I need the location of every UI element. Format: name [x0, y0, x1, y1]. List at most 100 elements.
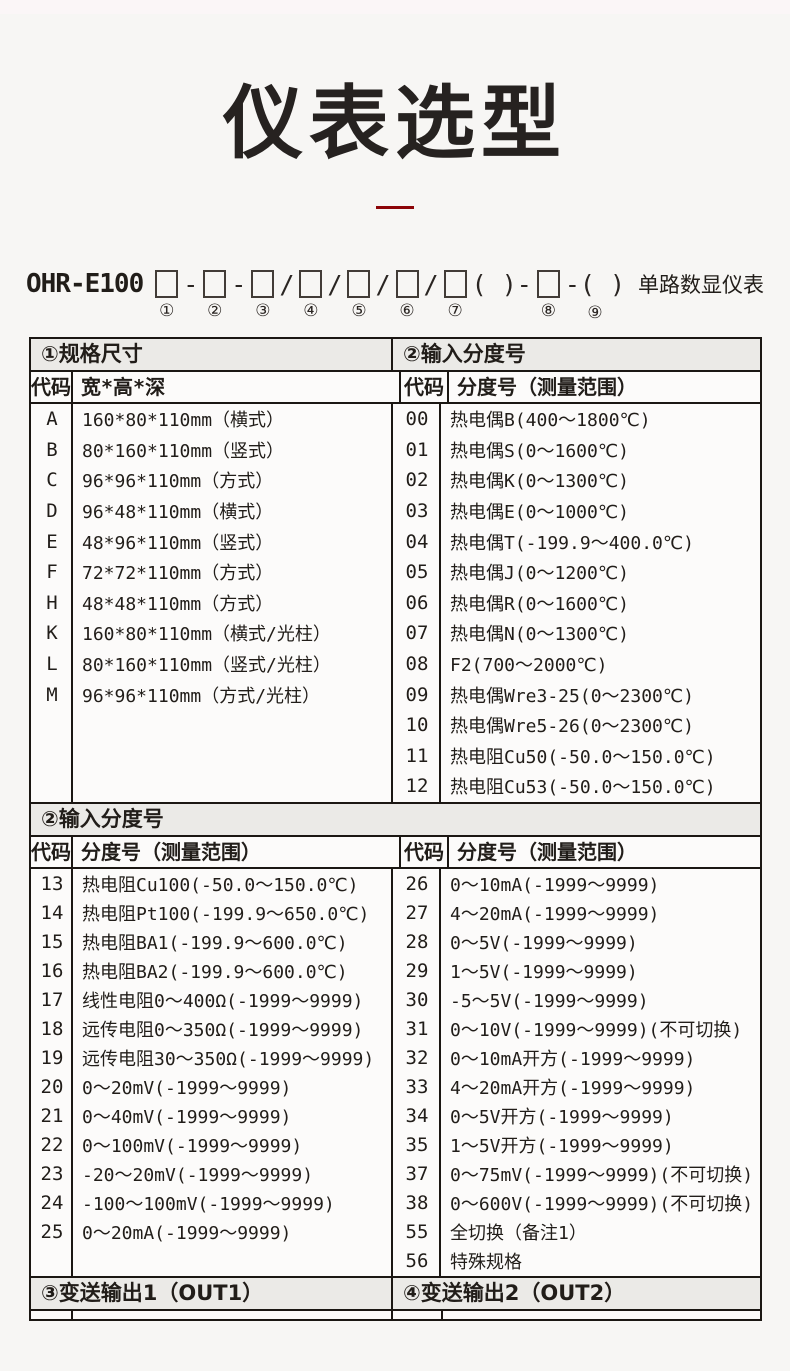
- row-code: 18: [40, 1017, 64, 1040]
- row-code: B: [46, 438, 58, 461]
- table-row: 33 4～20mA开方(-1999～9999): [393, 1072, 760, 1101]
- row-code: D: [46, 500, 58, 523]
- col-header-code: 代码: [31, 372, 73, 402]
- size-codes-column: A 160*80*110mm（横式） B 80*160*110mm（竖式） C 96*96…: [31, 404, 393, 802]
- circled-number: ⑧: [540, 301, 556, 321]
- section1-left-header: ①规格尺寸: [31, 339, 393, 370]
- section3-header-row: ③变送输出1（OUT1） ④变送输出2（OUT2）: [31, 1278, 760, 1311]
- table-row: F 72*72*110mm（方式）: [31, 557, 391, 588]
- row-description: 80*160*110mm（竖式/光柱）: [82, 655, 331, 677]
- table-row: 24 -100～100mV(-1999～9999): [31, 1189, 391, 1218]
- row-code: 07: [405, 622, 429, 645]
- row-code: 04: [405, 530, 429, 553]
- row-description: 0～10mA开方(-1999～9999): [450, 1048, 696, 1070]
- row-description: 热电阻Cu53(-50.0～150.0℃): [450, 777, 716, 799]
- row-code: 37: [405, 1163, 429, 1186]
- row-code: 01: [405, 438, 429, 461]
- col-header-code: 代码: [401, 372, 449, 402]
- table-row: 03 热电偶E(0～1000℃): [393, 496, 760, 527]
- table-row: 32 0～10mA开方(-1999～9999): [393, 1043, 760, 1072]
- row-description: 0～5V(-1999～9999): [450, 932, 638, 954]
- row-code: 31: [405, 1017, 429, 1040]
- table-row: 34 0～5V开方(-1999～9999): [393, 1102, 760, 1131]
- row-description: 0～75mV(-1999～9999)(不可切换): [450, 1165, 754, 1187]
- section3-left-header: ③变送输出1（OUT1）: [31, 1278, 393, 1309]
- table-row: 15 热电阻BA1(-199.9～600.0℃): [31, 927, 391, 956]
- section2-subheader-row: 代码 分度号（测量范围） 代码 分度号（测量范围）: [31, 837, 760, 869]
- table-row: 06 热电偶R(0～1600℃): [393, 588, 760, 619]
- model-code-separator: /: [423, 269, 439, 299]
- section2-header-row: ②输入分度号: [31, 804, 760, 837]
- row-description: 热电偶E(0～1000℃): [450, 502, 629, 524]
- row-code: 03: [405, 500, 429, 523]
- model-code-line: OHR-E100 ① - ② - ③ / ④ / ⑤ / ⑥ / ⑦( )- ⑧ -( ) ⑨ 单路数显仪表: [26, 269, 790, 337]
- page-top-strip: [0, 0, 790, 14]
- table-row: 29 1～5V(-1999～9999): [393, 956, 760, 985]
- table-row: 56 特殊规格: [393, 1247, 760, 1276]
- circled-number: ③: [255, 301, 271, 321]
- row-code: 12: [405, 775, 429, 798]
- model-code-tokens: ① - ② - ③ / ④ / ⑤ / ⑥ / ⑦( )- ⑧ -( ) ⑨: [151, 269, 626, 323]
- row-code: 16: [40, 959, 64, 982]
- row-description: 4～20mA(-1999～9999): [450, 903, 660, 925]
- row-description: 0～10V(-1999～9999)(不可切换): [450, 1019, 743, 1041]
- row-description: -100～100mV(-1999～9999): [82, 1194, 335, 1216]
- section1-data: A 160*80*110mm（横式） B 80*160*110mm（竖式） C 96*96…: [31, 404, 760, 804]
- row-description: 96*96*110mm（方式/光柱）: [82, 685, 321, 707]
- col-header-size: 宽*高*深: [73, 372, 401, 402]
- model-code-box: ③: [251, 270, 275, 321]
- row-description: 远传电阻30～350Ω(-1999～9999): [82, 1048, 375, 1070]
- table-row: 16 热电阻BA2(-199.9～600.0℃): [31, 956, 391, 985]
- table-row: 23 -20～20mV(-1999～9999): [31, 1160, 391, 1189]
- row-description: 热电偶J(0～1200℃): [450, 563, 629, 585]
- table-row: 55 全切换（备注1）: [393, 1218, 760, 1247]
- row-description: 0～20mA(-1999～9999): [82, 1223, 292, 1245]
- row-code: 26: [405, 872, 429, 895]
- selection-table: ①规格尺寸 ②输入分度号 代码 宽*高*深 代码 分度号（测量范围） A 160*…: [29, 337, 762, 1321]
- row-description: F2(700～2000℃): [450, 655, 608, 677]
- row-code: A: [46, 408, 58, 431]
- row-code: 14: [40, 901, 64, 924]
- row-description: 热电偶S(0～1600℃): [450, 440, 629, 462]
- row-description: 线性电阻0～400Ω(-1999～9999): [82, 990, 364, 1012]
- circled-number: ⑨: [587, 302, 603, 323]
- row-code: 55: [405, 1221, 429, 1244]
- table-row: 27 4～20mA(-1999～9999): [393, 898, 760, 927]
- row-description: 96*96*110mm（方式）: [82, 471, 274, 493]
- table-row: 01 热电偶S(0～1600℃): [393, 435, 760, 466]
- title-underline-accent: [376, 206, 414, 209]
- row-description: 全切换（备注1）: [450, 1223, 587, 1245]
- table-row: 10 热电偶Wre5-26(0～2300℃): [393, 710, 760, 741]
- table-row: 14 热电阻Pt100(-199.9～650.0℃): [31, 898, 391, 927]
- table-row: K 160*80*110mm（横式/光柱）: [31, 618, 391, 649]
- circled-number: ①: [159, 301, 175, 321]
- row-description: 热电偶R(0～1600℃): [450, 593, 629, 615]
- model-code-separator: /: [375, 269, 391, 299]
- row-description: 热电偶K(0～1300℃): [450, 471, 629, 493]
- row-code: 21: [40, 1105, 64, 1128]
- row-description: 96*48*110mm（横式）: [82, 502, 274, 524]
- section1-subheader-row: 代码 宽*高*深 代码 分度号（测量范围）: [31, 372, 760, 404]
- model-code-box: ⑦: [443, 270, 467, 321]
- row-description: 72*72*110mm（方式）: [82, 563, 274, 585]
- model-prefix: OHR-E100: [26, 269, 144, 299]
- row-code: 22: [40, 1134, 64, 1157]
- table-row: L 80*160*110mm（竖式/光柱）: [31, 649, 391, 680]
- col-header-range: 分度号（测量范围）: [457, 375, 637, 399]
- row-description: 0～5V开方(-1999～9999): [450, 1107, 674, 1129]
- table-row: 17 线性电阻0～400Ω(-1999～9999): [31, 985, 391, 1014]
- section1-right-header: ②输入分度号: [403, 342, 526, 366]
- section1-header-row: ①规格尺寸 ②输入分度号: [31, 339, 760, 372]
- row-code: 09: [405, 683, 429, 706]
- row-code: H: [46, 591, 58, 614]
- model-code-separator: /: [327, 269, 343, 299]
- row-code: 15: [40, 930, 64, 953]
- row-code: 28: [405, 930, 429, 953]
- table-row: 12 热电阻Cu53(-50.0～150.0℃): [393, 771, 760, 802]
- table-row: 30 -5～5V(-1999～9999): [393, 985, 760, 1014]
- row-code: 38: [405, 1192, 429, 1215]
- row-code: M: [46, 683, 58, 706]
- model-code-box: ⑤: [347, 270, 371, 321]
- row-code: 35: [405, 1134, 429, 1157]
- table-row: 04 热电偶T(-199.9～400.0℃): [393, 526, 760, 557]
